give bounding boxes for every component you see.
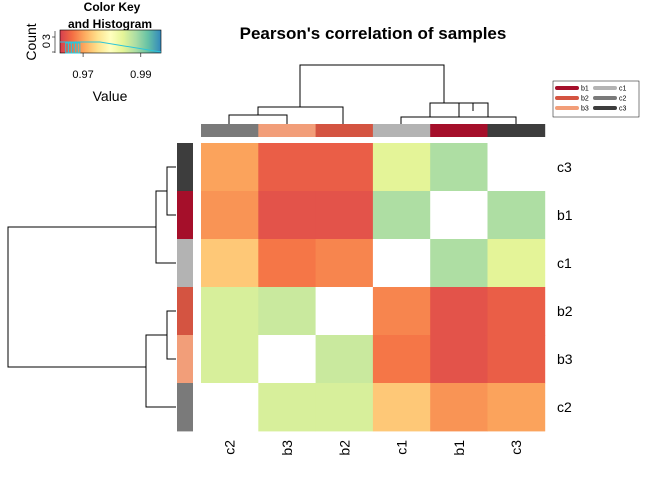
legend: b1 b2 b3 c1 c2 c3 <box>552 80 640 118</box>
color-key-title-line2: and Histogram <box>68 17 152 31</box>
color-key-histogram <box>65 42 81 54</box>
heatmap-cell <box>430 143 488 192</box>
color-key: Color Key and Histogram 0.97 0.99 0 3 Cou… <box>23 0 162 104</box>
heatmap-cell <box>258 239 316 288</box>
heatmap-cell <box>430 239 488 288</box>
row-group-swatch <box>177 287 193 336</box>
heatmap-cell <box>258 143 316 192</box>
heatmap-cell <box>430 287 488 336</box>
color-key-density-line <box>60 41 162 53</box>
color-key-ytick-1: 3 <box>41 34 53 40</box>
column-dendrogram <box>228 64 517 124</box>
legend-label: b2 <box>581 96 589 103</box>
color-key-ytick-0: 0 <box>41 42 53 48</box>
row-label: c1 <box>557 255 572 271</box>
heatmap-cell <box>372 287 431 336</box>
column-group-swatch <box>372 124 431 137</box>
legend-label: c1 <box>619 86 627 93</box>
heatmap-cell <box>315 191 374 240</box>
heatmap-cell <box>201 287 259 336</box>
column-label: c3 <box>508 440 524 455</box>
legend-label: b1 <box>581 86 589 93</box>
column-label: c1 <box>394 440 410 455</box>
heatmap-cell <box>201 143 259 192</box>
heatmap-cell <box>430 383 488 432</box>
row-group-swatch <box>177 191 193 240</box>
column-labels: c2 b3 b2 c1 b1 c3 <box>222 440 525 456</box>
heatmap-cell <box>315 143 374 192</box>
row-labels: c3 b1 c1 b2 b3 c2 <box>557 159 573 415</box>
color-key-xtick-label: 0.99 <box>130 69 151 81</box>
heatmap-cell <box>201 239 259 288</box>
heatmap-cell <box>372 383 431 432</box>
row-label: c3 <box>557 159 572 175</box>
heatmap-cell <box>430 335 488 384</box>
heatmap-cell <box>487 335 546 384</box>
legend-label: c3 <box>619 106 627 113</box>
row-group-bar <box>177 143 193 432</box>
heatmap-cell <box>372 335 431 384</box>
color-key-histogram-bar <box>76 42 81 54</box>
column-group-swatch <box>201 124 259 137</box>
column-group-swatch <box>430 124 488 137</box>
heatmap-cell <box>372 143 431 192</box>
heatmap-cell <box>258 383 316 432</box>
color-key-xtick-label: 0.97 <box>72 69 93 81</box>
row-label: c2 <box>557 399 572 415</box>
heatmap-cell <box>430 191 488 240</box>
row-label: b3 <box>557 351 573 367</box>
legend-label: c2 <box>619 96 627 103</box>
column-label: b2 <box>336 440 352 456</box>
column-label: b1 <box>451 440 467 456</box>
chart-title: Pearson's correlation of samples <box>240 24 507 43</box>
column-group-swatch <box>315 124 374 137</box>
heatmap-cell <box>487 287 546 336</box>
heatmap-cell <box>372 191 431 240</box>
column-label: b3 <box>279 440 295 456</box>
column-group-swatch <box>258 124 316 137</box>
heatmap-cell <box>258 191 316 240</box>
heatmap-cell <box>201 335 259 384</box>
heatmap-cell <box>487 191 546 240</box>
heatmap-cell <box>201 383 259 432</box>
heatmap-cell <box>487 383 546 432</box>
heatmap-cell <box>258 287 316 336</box>
row-group-swatch <box>177 239 193 288</box>
color-key-title-line1: Color Key <box>84 0 141 14</box>
heatmap-cells <box>201 143 546 432</box>
row-group-swatch <box>177 335 193 384</box>
heatmap-cell <box>487 143 546 192</box>
column-group-swatch <box>487 124 546 137</box>
row-dendrogram <box>7 166 176 408</box>
row-group-swatch <box>177 143 193 192</box>
row-label: b2 <box>557 303 573 319</box>
row-group-swatch <box>177 383 193 432</box>
heatmap-cell <box>372 239 431 288</box>
column-label: c2 <box>222 440 238 455</box>
heatmap-cell <box>315 383 374 432</box>
heatmap-cell <box>487 239 546 288</box>
column-group-bar <box>201 124 546 137</box>
legend-label: b3 <box>581 106 589 113</box>
row-label: b1 <box>557 207 573 223</box>
heatmap-cell <box>201 191 259 240</box>
color-key-ylabel: Count <box>23 23 39 60</box>
heatmap-cell <box>258 335 316 384</box>
heatmap-cell <box>315 287 374 336</box>
color-key-xlabel: Value <box>93 88 128 104</box>
heatmap-cell <box>315 239 374 288</box>
heatmap-cell <box>315 335 374 384</box>
